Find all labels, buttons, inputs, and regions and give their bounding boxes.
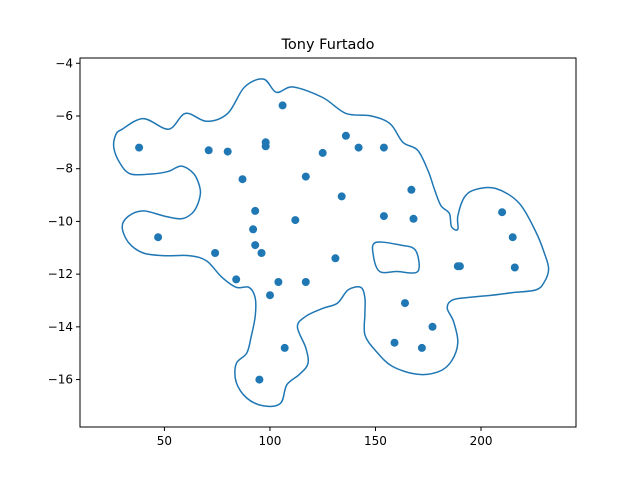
- scatter-point: [508, 233, 517, 242]
- scatter-point: [407, 185, 416, 194]
- scatter-point: [510, 263, 519, 272]
- scatter-point: [223, 147, 232, 156]
- scatter-point: [266, 291, 274, 300]
- scatter-point: [354, 143, 363, 152]
- y-tick-label: −16: [48, 373, 73, 387]
- x-tick-label: 50: [157, 434, 172, 448]
- scatter-point: [428, 322, 437, 331]
- scatter-point: [257, 249, 266, 257]
- scatter-point: [232, 275, 241, 284]
- scatter-point: [341, 131, 350, 140]
- scatter-point: [278, 101, 287, 110]
- scatter-point: [238, 175, 247, 184]
- density-contours: [112, 78, 550, 408]
- scatter-point: [417, 343, 426, 352]
- contour-outer: [112, 78, 550, 408]
- plot-frame: [79, 57, 577, 428]
- scatter-points: [135, 101, 519, 384]
- chart-title: Tony Furtado: [281, 37, 375, 53]
- scatter-point: [204, 146, 213, 155]
- scatter-point: [409, 214, 418, 223]
- scatter-point: [211, 249, 220, 257]
- scatter-point: [301, 278, 310, 286]
- scatter-point: [331, 254, 340, 263]
- scatter-point: [455, 262, 464, 271]
- x-tick-label: 150: [364, 434, 387, 448]
- scatter-point: [379, 212, 388, 221]
- y-tick-label: −8: [55, 162, 73, 176]
- scatter-point: [318, 148, 327, 157]
- y-tick-label: −6: [55, 109, 73, 123]
- y-axis-ticks: −4 −6 −8 −10 −12 −14 −16: [48, 56, 80, 387]
- x-tick-label: 200: [470, 434, 493, 448]
- scatter-point: [301, 172, 310, 181]
- scatter-point: [135, 143, 144, 152]
- y-tick-label: −4: [55, 56, 73, 70]
- scatter-point: [498, 208, 507, 217]
- y-tick-label: −10: [48, 214, 73, 228]
- scatter-point: [401, 299, 409, 308]
- scatter-point: [337, 192, 346, 201]
- scatter-point: [251, 241, 260, 250]
- y-tick-label: −14: [48, 320, 73, 334]
- scatter-point: [280, 343, 289, 352]
- scatter-point: [255, 375, 264, 384]
- y-tick-label: −12: [48, 267, 73, 281]
- x-axis-ticks: 50 100 150 200: [157, 427, 493, 448]
- scatter-point: [379, 143, 388, 152]
- contour-inner: [371, 241, 420, 274]
- scatter-point: [154, 233, 163, 242]
- scatter-point: [249, 225, 258, 234]
- scatter-point: [274, 278, 283, 286]
- scatter-point: [261, 138, 270, 147]
- x-tick-label: 100: [259, 434, 282, 448]
- scatter-point: [390, 338, 399, 347]
- scatter-point: [291, 216, 300, 225]
- scatter-point: [251, 206, 260, 215]
